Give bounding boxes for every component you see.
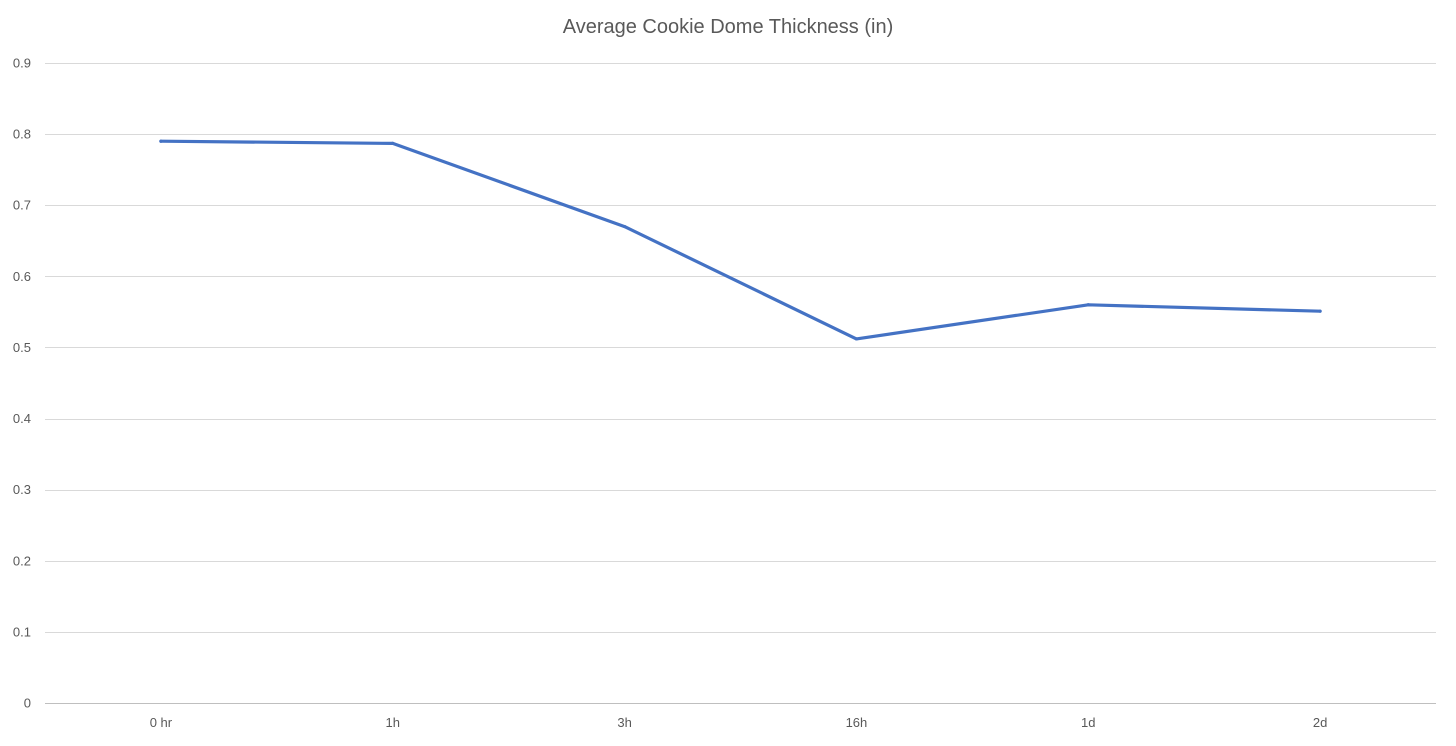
y-tick-label: 0 [24,696,31,711]
data-point [1086,303,1090,307]
y-tick-label: 0.5 [13,340,31,355]
y-tick-label: 0.2 [13,553,31,568]
series-group [159,139,1322,341]
series-line [159,139,1322,341]
x-tick-label: 2d [1313,715,1327,730]
y-tick-label: 0.7 [13,198,31,213]
y-tick-label: 0.4 [13,411,31,426]
x-tick-label: 1h [386,715,400,730]
y-tick-label: 0.1 [13,624,31,639]
x-axis-tick-labels: 0 hr 1h 3h 16h 1d 2d [150,715,1328,730]
data-point [159,139,163,143]
gridlines [45,63,1436,704]
y-tick-label: 0.9 [13,56,31,71]
data-point [622,224,627,229]
y-tick-label: 0.6 [13,269,31,284]
chart-title: Average Cookie Dome Thickness (in) [562,16,894,38]
y-tick-label: 0.8 [13,127,31,142]
data-point [854,337,859,341]
x-tick-label: 1d [1081,715,1095,730]
data-point [391,141,395,145]
x-tick-label: 16h [846,715,868,730]
x-tick-label: 0 hr [150,715,173,730]
x-tick-label: 3h [617,715,631,730]
data-point [1318,309,1322,313]
y-tick-label: 0.3 [13,482,31,497]
y-axis-tick-labels: 0 0.1 0.2 0.3 0.4 0.5 0.6 0.7 0.8 0.9 [13,56,31,711]
